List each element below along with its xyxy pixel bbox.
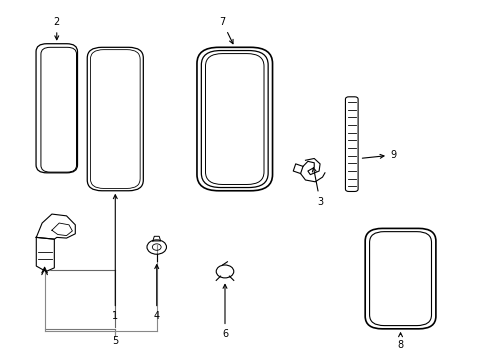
Text: 4: 4	[153, 265, 160, 321]
Text: 1: 1	[112, 195, 118, 321]
Polygon shape	[36, 237, 54, 271]
Text: 3: 3	[312, 168, 323, 207]
Text: 7: 7	[219, 17, 233, 44]
Polygon shape	[36, 214, 75, 239]
Text: 5: 5	[112, 336, 118, 346]
FancyBboxPatch shape	[345, 97, 357, 192]
Text: 2: 2	[54, 17, 60, 40]
Polygon shape	[153, 236, 160, 241]
Text: 6: 6	[222, 284, 227, 339]
Text: 8: 8	[397, 333, 403, 350]
Text: 9: 9	[362, 150, 396, 160]
